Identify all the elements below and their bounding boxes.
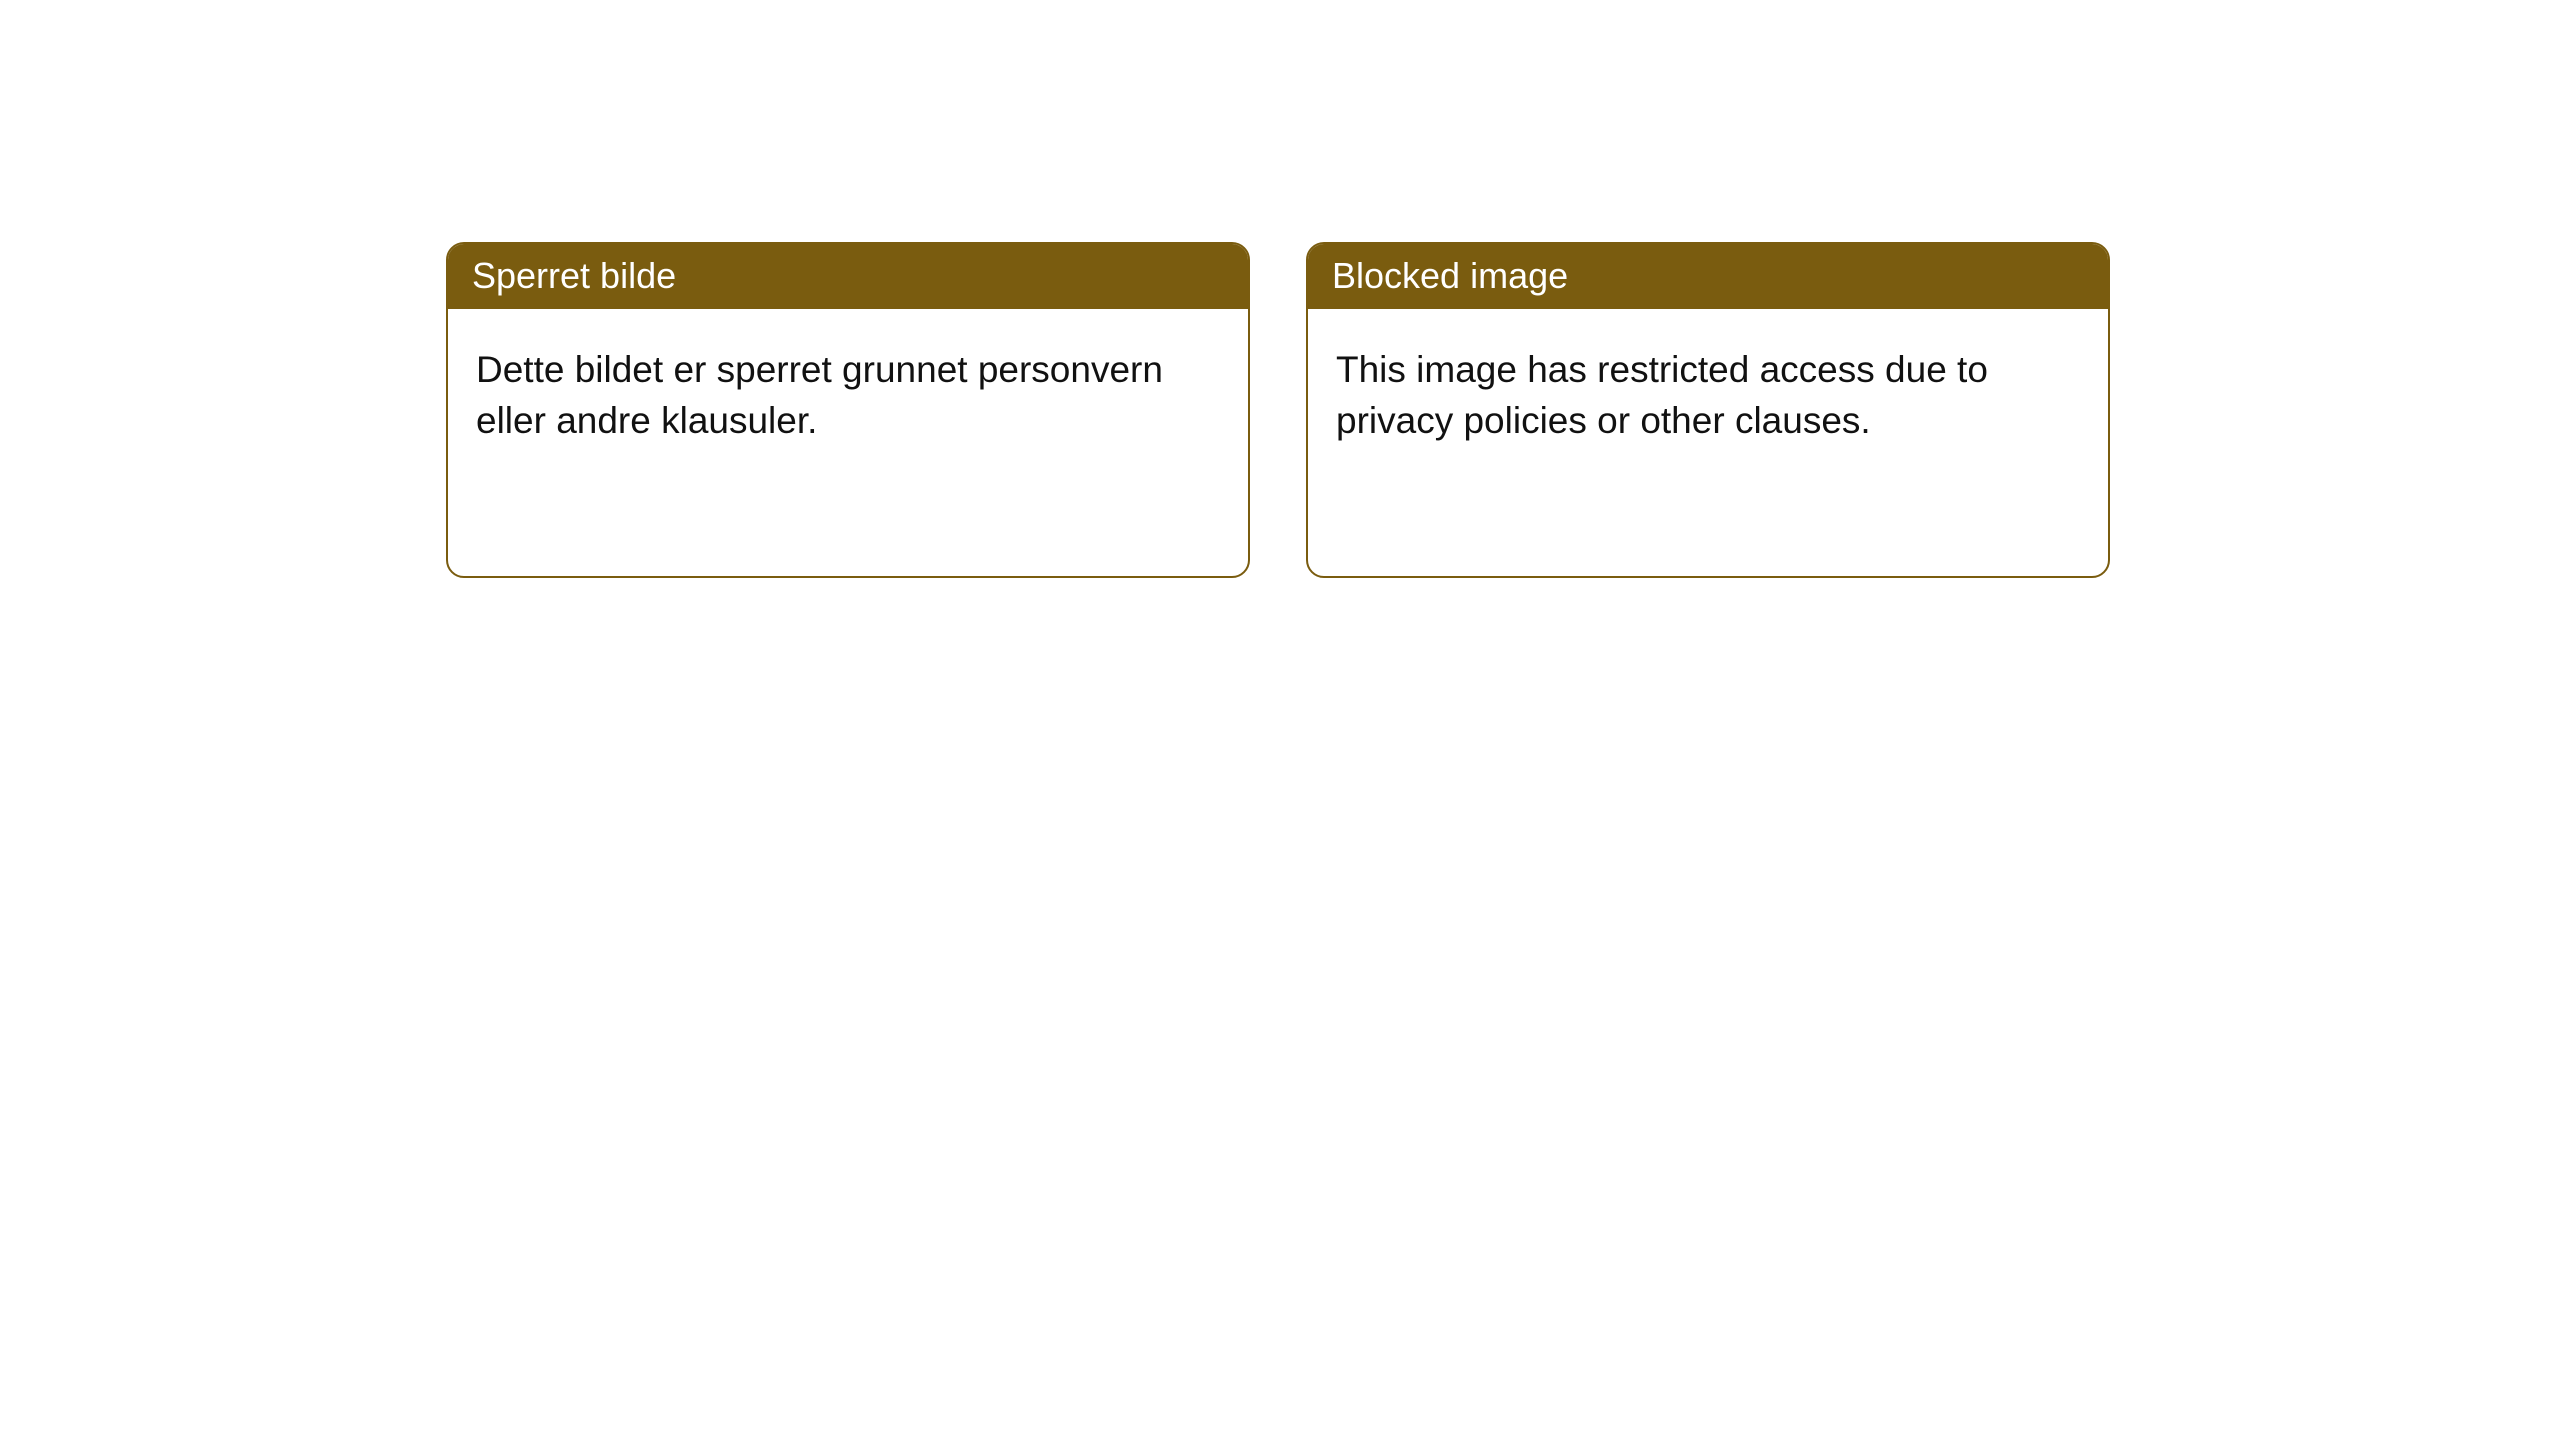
card-title-english: Blocked image bbox=[1308, 244, 2108, 309]
notice-cards-row: Sperret bilde Dette bildet er sperret gr… bbox=[446, 242, 2110, 578]
blocked-image-card-english: Blocked image This image has restricted … bbox=[1306, 242, 2110, 578]
card-body-norwegian: Dette bildet er sperret grunnet personve… bbox=[448, 309, 1248, 466]
card-title-norwegian: Sperret bilde bbox=[448, 244, 1248, 309]
card-body-english: This image has restricted access due to … bbox=[1308, 309, 2108, 466]
blocked-image-card-norwegian: Sperret bilde Dette bildet er sperret gr… bbox=[446, 242, 1250, 578]
